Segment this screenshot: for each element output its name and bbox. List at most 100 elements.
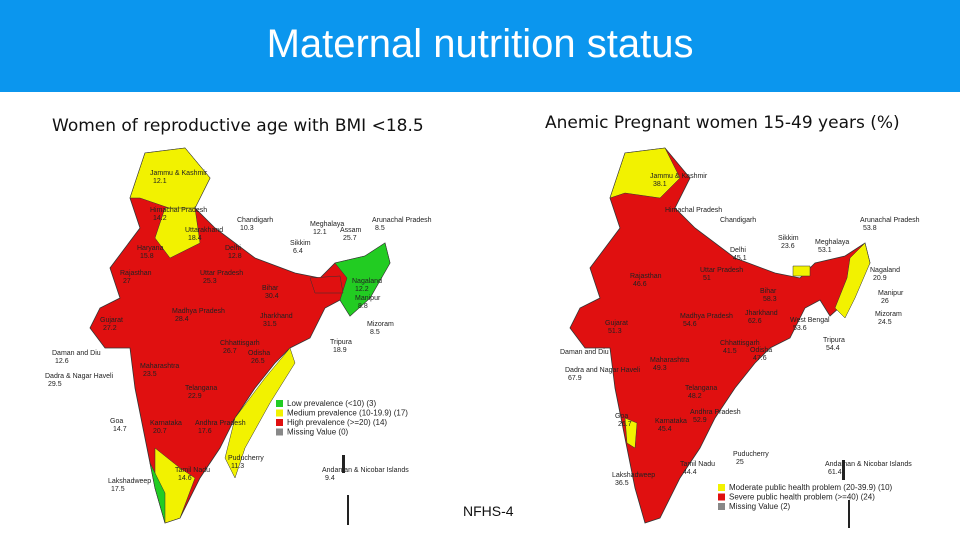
state-name: Tamil Nadu xyxy=(680,461,715,468)
state-name: Gujarat xyxy=(100,317,123,324)
state-value: 12.2 xyxy=(355,286,369,293)
state-value: 53.6 xyxy=(793,325,807,332)
state-value: 25.7 xyxy=(343,235,357,242)
state-value: 54.6 xyxy=(683,321,697,328)
state-value: 38.1 xyxy=(653,181,667,188)
state-name: Madhya Pradesh xyxy=(680,313,733,320)
state-name: Andhra Pradesh xyxy=(195,420,246,427)
state-value: 26 xyxy=(881,298,889,305)
legend-label: Low prevalence (<10) (3) xyxy=(287,399,376,408)
state-name: Andaman & Nicobar Islands xyxy=(322,467,409,474)
state-value: 15.8 xyxy=(140,253,154,260)
state-name: Chandigarh xyxy=(720,217,756,224)
legend-swatch xyxy=(276,409,283,417)
state-name: Puducherry xyxy=(228,455,264,462)
state-name: Bihar xyxy=(262,285,279,292)
state-name: Manipur xyxy=(355,295,381,302)
state-name: Lakshadweep xyxy=(108,478,151,485)
state-name: Mizoram xyxy=(875,311,902,318)
state-value: 30.4 xyxy=(265,293,279,300)
left-map xyxy=(89,147,391,524)
state-name: Dadra & Nagar Haveli xyxy=(45,373,114,380)
state-value: 12.1 xyxy=(153,178,167,185)
legend-label: Missing Value (2) xyxy=(729,502,791,511)
state-name: Tripura xyxy=(330,339,352,346)
state-name: Chhattisgarh xyxy=(720,340,760,347)
state-value: 14.7 xyxy=(113,426,127,433)
state-value: 45.4 xyxy=(658,426,672,433)
state-name: Uttar Pradesh xyxy=(700,267,743,274)
legend-swatch xyxy=(718,484,725,491)
state-value: 26.5 xyxy=(251,358,265,365)
state-value: 61.4 xyxy=(828,469,842,476)
state-value: 23.5 xyxy=(143,371,157,378)
legend-label: Severe public health problem (>=40) (24) xyxy=(729,493,875,502)
state-name: Meghalaya xyxy=(815,239,849,246)
state-value: 8.5 xyxy=(370,329,380,336)
state-name: Delhi xyxy=(730,247,746,254)
state-name: Chandigarh xyxy=(237,217,273,224)
state-name: Jharkhand xyxy=(260,313,293,320)
state-name: Haryana xyxy=(137,245,164,252)
source-note: NFHS-4 xyxy=(463,503,514,519)
state-name: Delhi xyxy=(225,245,241,252)
state-value: 8.8 xyxy=(358,303,368,310)
state-value: 14.6 xyxy=(178,475,192,482)
state-value: 51 xyxy=(703,275,711,282)
state-name: Rajasthan xyxy=(630,273,662,280)
legend-swatch xyxy=(276,419,283,426)
state-value: 26.7 xyxy=(223,348,237,355)
state-name: Odisha xyxy=(750,347,772,354)
state-name: Arunachal Pradesh xyxy=(372,217,432,224)
state-value: 20.7 xyxy=(153,428,167,435)
state-name: Chhattisgarh xyxy=(220,340,260,347)
state-name: Manipur xyxy=(878,290,904,297)
state-name: West Bengal xyxy=(790,317,830,324)
state-value: 25 xyxy=(736,459,744,466)
state-value: 27.2 xyxy=(103,325,117,332)
state-value: 12.8 xyxy=(228,253,242,260)
state-name: Assam xyxy=(340,227,362,234)
legend-label: Medium prevalence (10-19.9) (17) xyxy=(287,409,408,418)
state-value: 47.6 xyxy=(753,355,767,362)
state-name: Goa xyxy=(615,413,628,420)
state-value: 46.6 xyxy=(633,281,647,288)
state-value: 12.1 xyxy=(313,229,327,236)
legend-label: High prevalence (>=20) (14) xyxy=(287,418,387,427)
state-name: Uttarakhand xyxy=(185,227,223,234)
state-name: Daman and Diu xyxy=(52,350,101,357)
state-name: Puducherry xyxy=(733,451,769,458)
state-name: Himachal Pradesh xyxy=(150,207,207,214)
state-name: Maharashtra xyxy=(140,363,179,370)
state-value: 20.9 xyxy=(873,275,887,282)
state-name: Tamil Nadu xyxy=(175,467,210,474)
title-bar xyxy=(0,0,960,92)
state-name: Andaman & Nicobar Islands xyxy=(825,461,912,468)
state-name: Daman and Diu xyxy=(560,349,609,356)
state-name: Karnataka xyxy=(655,418,687,425)
state-value: 48.2 xyxy=(688,393,702,400)
state-value: 6.4 xyxy=(293,248,303,255)
state-name: Goa xyxy=(110,418,123,425)
state-name: Rajasthan xyxy=(120,270,152,277)
legend-swatch xyxy=(276,400,283,407)
state-value: 67.9 xyxy=(568,375,582,382)
state-value: 17.5 xyxy=(111,486,125,493)
state-value: 12.6 xyxy=(55,358,69,365)
state-value: 53.8 xyxy=(863,225,877,232)
state-name: Telangana xyxy=(685,385,717,392)
state-name: Tripura xyxy=(823,337,845,344)
state-value: 62.6 xyxy=(748,318,762,325)
state-value: 52.9 xyxy=(693,417,707,424)
state-name: Jammu & Kashmir xyxy=(650,173,708,180)
state-name: Gujarat xyxy=(605,320,628,327)
state-name: Nagaland xyxy=(352,278,382,285)
state-name: Sikkim xyxy=(290,240,311,247)
state-name: Maharashtra xyxy=(650,357,689,364)
state-value: 36.5 xyxy=(615,480,629,487)
state-value: 18.4 xyxy=(188,235,202,242)
state-value: 54.4 xyxy=(826,345,840,352)
state-value: 17.6 xyxy=(198,428,212,435)
islands xyxy=(342,455,850,528)
